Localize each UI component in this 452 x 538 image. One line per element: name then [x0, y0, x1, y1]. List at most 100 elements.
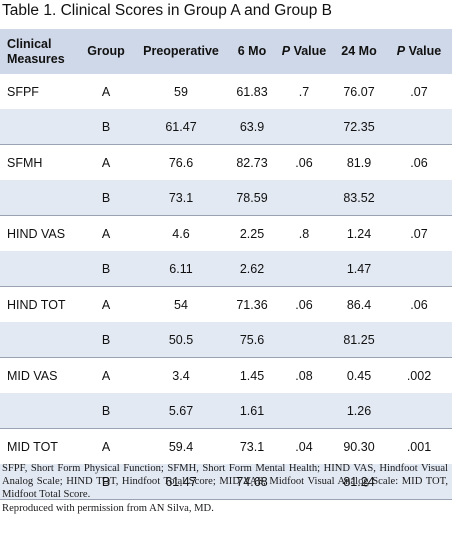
cell-p-value-6mo: .7 [276, 74, 332, 109]
cell-measure: SFMH [0, 144, 78, 180]
clinical-scores-table: Clinical Measures Group Preoperative 6 M… [0, 29, 452, 500]
cell-p-value-6mo [276, 251, 332, 287]
cell-24-mo: 1.26 [332, 393, 386, 429]
cell-6-mo: 61.83 [228, 74, 276, 109]
cell-preoperative: 4.6 [134, 215, 228, 251]
cell-measure [0, 180, 78, 216]
cell-p-value-24mo [386, 393, 452, 429]
column-header-group: Group [78, 29, 134, 74]
cell-group: A [78, 357, 134, 393]
cell-6-mo: 63.9 [228, 109, 276, 145]
cell-24-mo: 81.9 [332, 144, 386, 180]
cell-24-mo: 83.52 [332, 180, 386, 216]
p-italic-label: P [396, 44, 406, 58]
cell-p-value-6mo: .04 [276, 428, 332, 464]
cell-group: B [78, 251, 134, 287]
cell-group: A [78, 74, 134, 109]
cell-6-mo: 75.6 [228, 322, 276, 358]
cell-24-mo: 86.4 [332, 286, 386, 322]
cell-24-mo: 76.07 [332, 74, 386, 109]
table-row: B 61.47 63.9 72.35 [0, 109, 452, 145]
cell-preoperative: 76.6 [134, 144, 228, 180]
column-header-measures: Clinical Measures [0, 29, 78, 74]
cell-measure [0, 322, 78, 358]
cell-24-mo: 90.30 [332, 428, 386, 464]
cell-p-value-24mo [386, 180, 452, 216]
column-header-measures-line1: Clinical [7, 36, 52, 51]
cell-24-mo: 81.24 [332, 464, 386, 500]
cell-preoperative: 73.1 [134, 180, 228, 216]
cell-6-mo: 71.36 [228, 286, 276, 322]
cell-p-value-6mo [276, 322, 332, 358]
cell-preoperative: 54 [134, 286, 228, 322]
cell-group: A [78, 428, 134, 464]
value-label: Value [293, 44, 327, 58]
p-italic-label: P [281, 44, 291, 58]
cell-6-mo: 73.1 [228, 428, 276, 464]
cell-measure: HIND VAS [0, 215, 78, 251]
column-header-preoperative: Preoperative [134, 29, 228, 74]
table-caption: Clinical Scores in Group A and Group B [60, 2, 333, 19]
cell-p-value-24mo: .06 [386, 144, 452, 180]
cell-group: B [78, 180, 134, 216]
cell-24-mo: 1.24 [332, 215, 386, 251]
cell-6-mo: 78.59 [228, 180, 276, 216]
cell-measure: MID TOT [0, 428, 78, 464]
cell-p-value-6mo: .08 [276, 357, 332, 393]
cell-group: A [78, 215, 134, 251]
cell-p-value-6mo [276, 109, 332, 145]
cell-p-value-24mo [386, 251, 452, 287]
table-row: SFPF A 59 61.83.7 76.07.07 [0, 74, 452, 109]
cell-measure [0, 109, 78, 145]
table-body: SFPF A 59 61.83.7 76.07.07 B 61.47 63.9 72.35 SFM… [0, 74, 452, 500]
table-row: HIND TOT A 54 71.36.06 86.4.06 [0, 286, 452, 322]
cell-p-value-24mo [386, 109, 452, 145]
value-label: Value [408, 44, 442, 58]
table-row: B 6.11 2.62 1.47 [0, 251, 452, 287]
cell-preoperative: 59.4 [134, 428, 228, 464]
column-header-24-mo: 24 Mo [332, 29, 386, 74]
column-header-p-value-24mo: P Value [386, 29, 452, 74]
cell-preoperative: 59 [134, 74, 228, 109]
cell-preoperative: 50.5 [134, 322, 228, 358]
cell-p-value-24mo: .07 [386, 215, 452, 251]
table-row: B 61.47 74.68 81.24 [0, 464, 452, 500]
cell-group: B [78, 109, 134, 145]
table-row: HIND VAS A 4.6 2.25.8 1.24.07 [0, 215, 452, 251]
table-row: MID VAS A 3.4 1.45.08 0.45.002 [0, 357, 452, 393]
cell-measure [0, 393, 78, 429]
cell-preoperative: 5.67 [134, 393, 228, 429]
cell-24-mo: 1.47 [332, 251, 386, 287]
cell-6-mo: 1.45 [228, 357, 276, 393]
cell-6-mo: 2.62 [228, 251, 276, 287]
cell-p-value-24mo: .06 [386, 286, 452, 322]
cell-6-mo: 74.68 [228, 464, 276, 500]
cell-24-mo: 72.35 [332, 109, 386, 145]
cell-p-value-6mo: .06 [276, 286, 332, 322]
cell-group: B [78, 464, 134, 500]
cell-6-mo: 2.25 [228, 215, 276, 251]
table-row: MID TOT A 59.4 73.1.04 90.30.001 [0, 428, 452, 464]
table-row: B 5.67 1.61 1.26 [0, 393, 452, 429]
table-row: SFMH A 76.6 82.73.06 81.9.06 [0, 144, 452, 180]
cell-p-value-6mo [276, 393, 332, 429]
cell-group: A [78, 144, 134, 180]
table-header-row: Clinical Measures Group Preoperative 6 M… [0, 29, 452, 74]
cell-6-mo: 1.61 [228, 393, 276, 429]
cell-preoperative: 3.4 [134, 357, 228, 393]
permission-credit: Reproduced with permission from AN Silva… [2, 503, 214, 514]
cell-measure [0, 464, 78, 500]
cell-group: B [78, 393, 134, 429]
cell-p-value-24mo: .07 [386, 74, 452, 109]
cell-p-value-24mo [386, 464, 452, 500]
table-number: Table 1. [2, 2, 57, 19]
cell-p-value-6mo [276, 180, 332, 216]
cell-group: A [78, 286, 134, 322]
table-footnote: SFPF, Short Form Physical Function; SFMH… [2, 463, 448, 500]
cell-24-mo: 81.25 [332, 322, 386, 358]
cell-preoperative: 61.47 [134, 464, 228, 500]
cell-p-value-6mo: .8 [276, 215, 332, 251]
table-row: B 73.1 78.59 83.52 [0, 180, 452, 216]
column-header-6-mo: 6 Mo [228, 29, 276, 74]
cell-p-value-6mo [276, 464, 332, 500]
